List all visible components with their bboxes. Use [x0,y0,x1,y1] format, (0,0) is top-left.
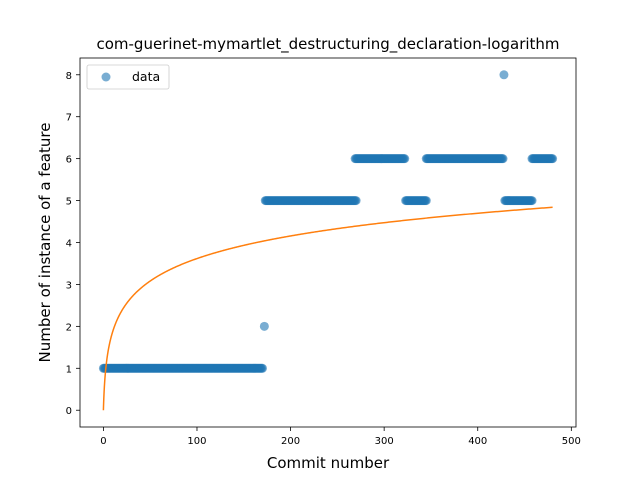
y-tick-label: 7 [66,113,72,124]
data-point [498,154,508,164]
data-point [421,196,431,206]
y-axis-label: Number of instance of a feature [36,123,54,363]
data-point [257,363,267,373]
x-axis-label: Commit number [267,454,390,472]
legend: data [86,64,170,90]
y-tick-label: 0 [66,406,72,417]
y-tick-label: 5 [66,197,72,208]
y-tick-label: 1 [66,364,72,375]
x-tick-label: 200 [281,436,300,447]
fit-curve [102,206,553,411]
data-point [259,321,269,331]
x-tick-label: 300 [375,436,394,447]
x-tick-label: 100 [187,436,206,447]
data-point [499,70,509,80]
y-tick-label: 2 [66,322,72,333]
data-point [351,196,361,206]
x-tick-label: 400 [468,436,487,447]
x-tick-label: 500 [562,436,581,447]
x-axis-ticks: 0 100 200 300 400 500 [100,427,581,447]
y-tick-label: 4 [66,239,72,250]
data-point [548,154,558,164]
legend-marker [101,72,111,82]
data-points [98,70,558,373]
data-point [400,154,410,164]
y-tick-label: 6 [66,155,72,166]
legend-box [86,64,170,90]
data-point [527,196,537,206]
y-axis-ticks: 0 1 2 3 4 5 6 7 8 [66,71,80,417]
y-tick-label: 8 [66,71,72,82]
y-tick-label: 3 [66,280,72,291]
x-tick-label: 0 [100,436,106,447]
chart-title: com-guerinet-mymartlet_destructuring_dec… [96,35,559,54]
fit-curve-layer [102,206,553,411]
legend-label-data: data [132,69,160,84]
